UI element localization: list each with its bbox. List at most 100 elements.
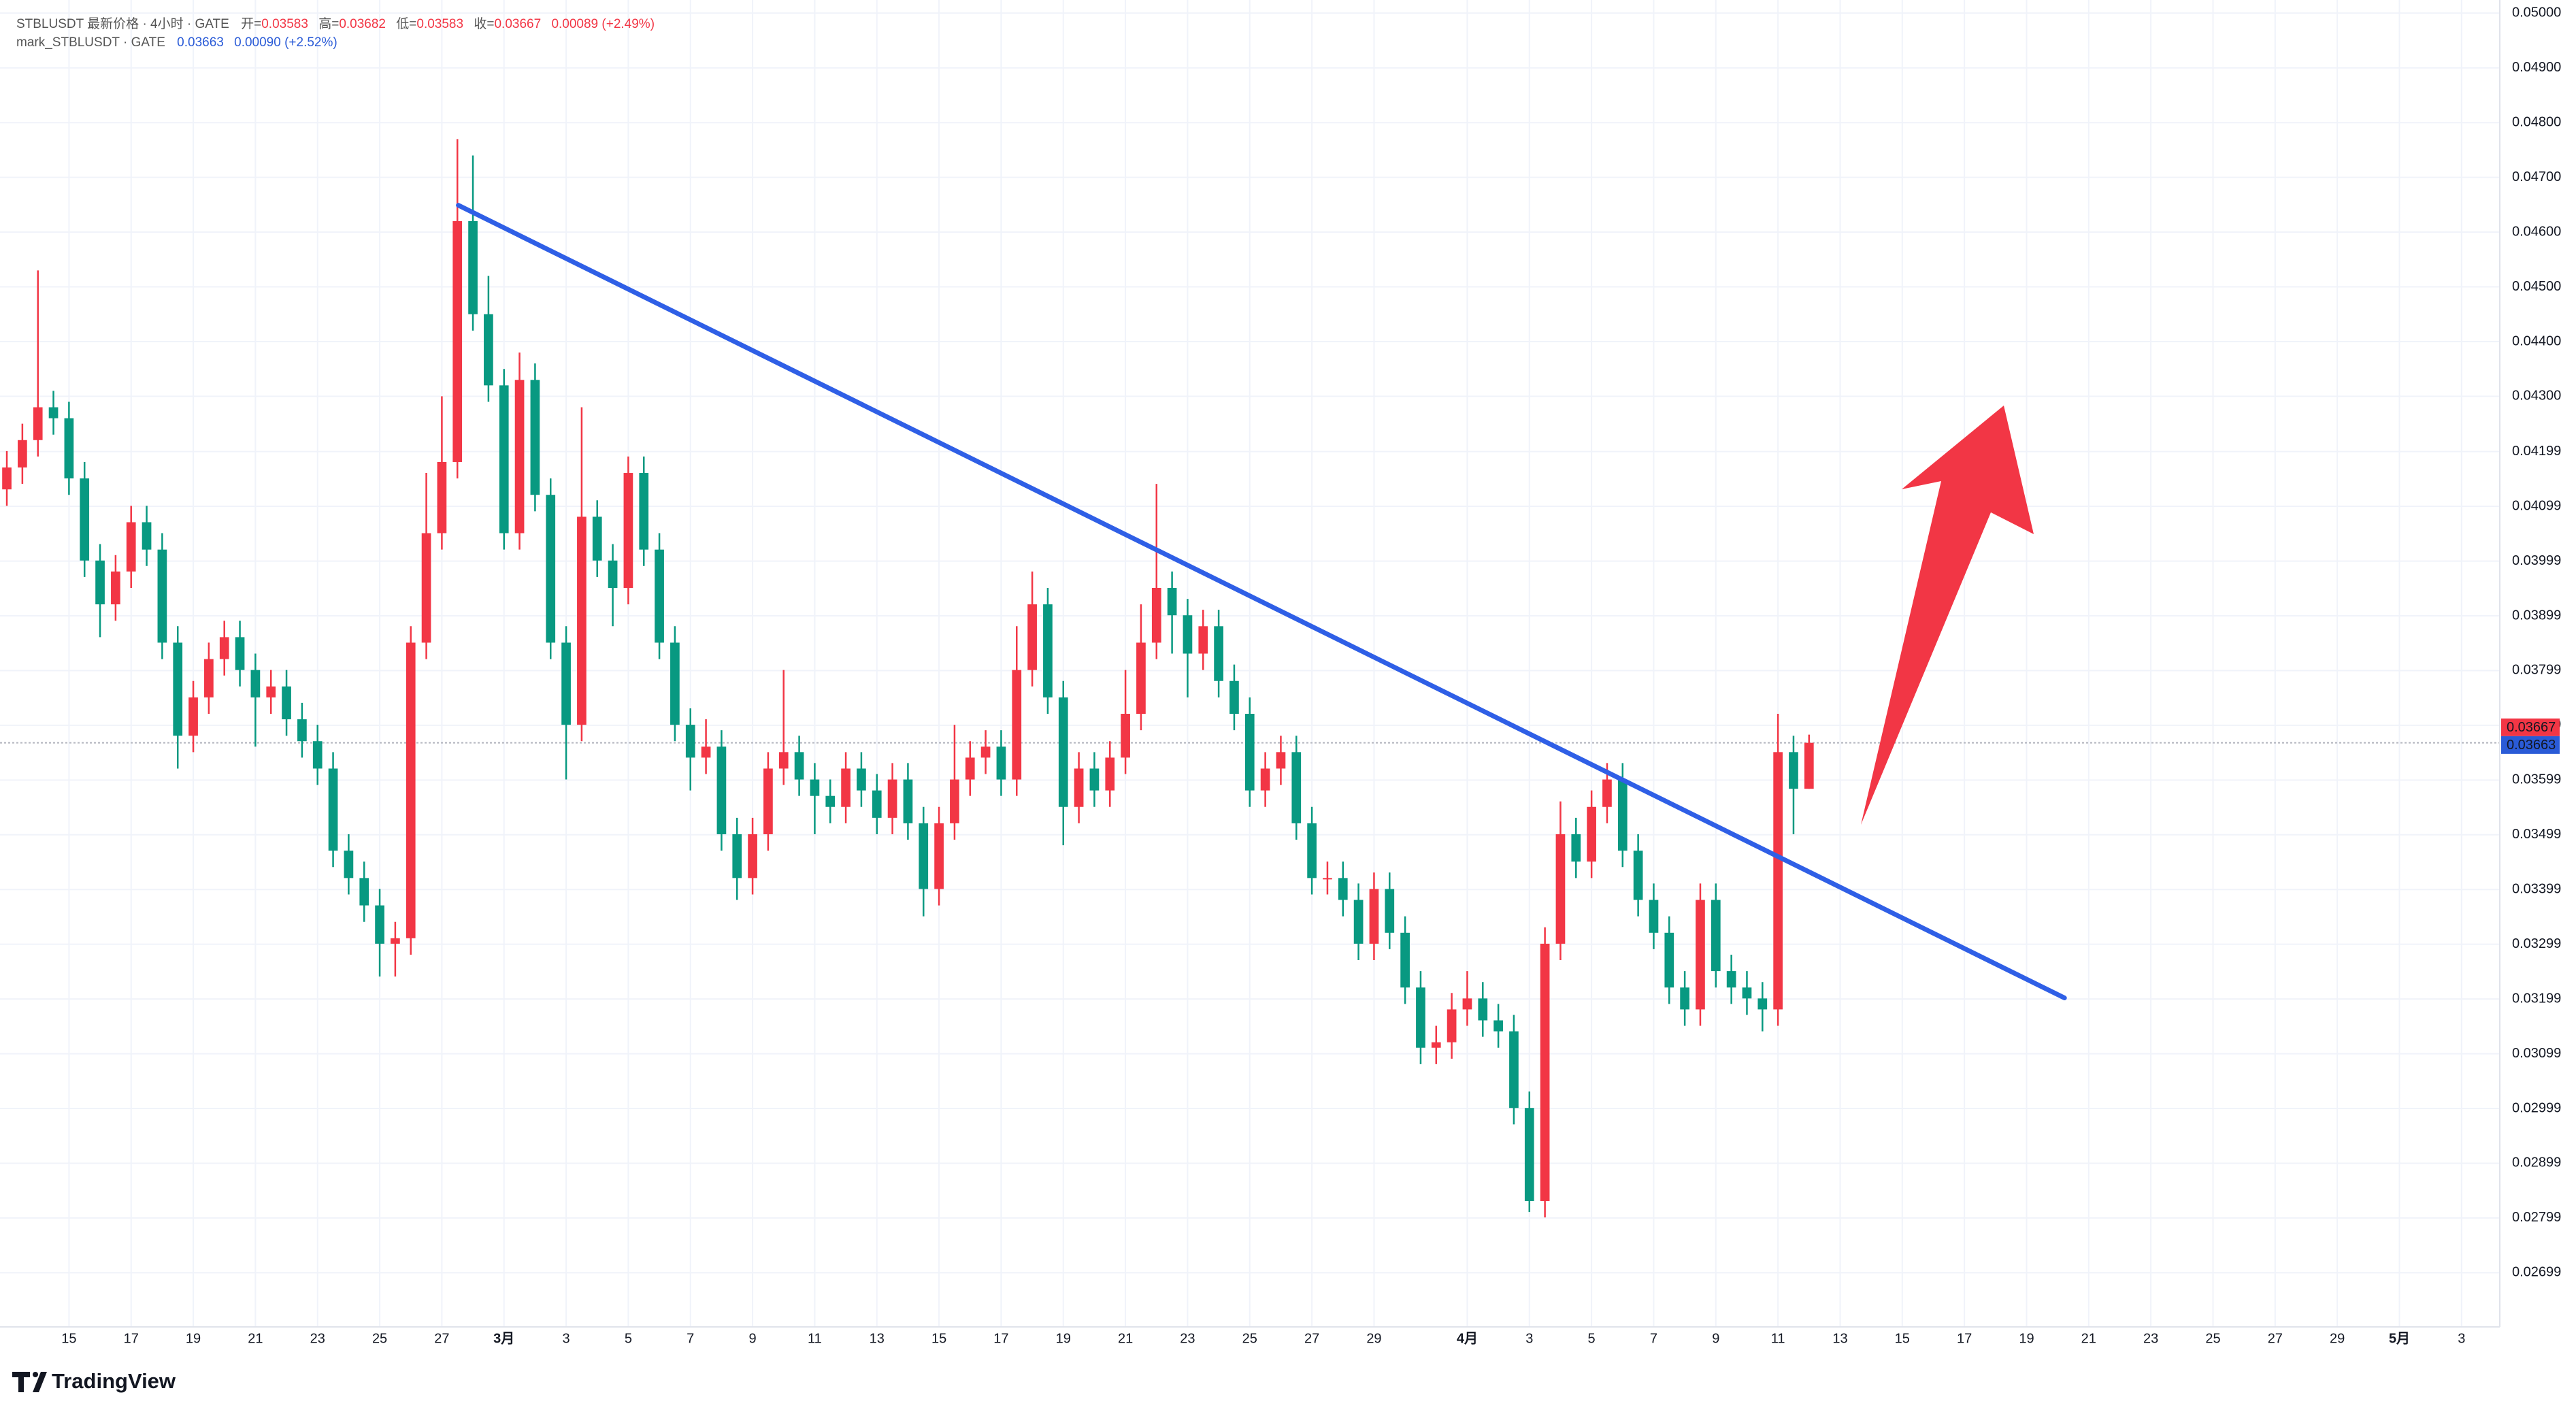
field-label: 开= — [241, 17, 261, 31]
candle-body — [934, 823, 944, 889]
y-tick-label: 0.02799 — [2512, 1210, 2561, 1225]
y-tick-label: 0.04800 — [2512, 114, 2561, 129]
candle-body — [312, 741, 323, 769]
y-tick-label: 0.04099 — [2512, 498, 2561, 513]
candle-body — [297, 719, 307, 742]
x-tick-label: 29 — [2330, 1331, 2345, 1346]
mark-price-label: 0.03663 — [2507, 738, 2556, 753]
candle-body — [763, 768, 773, 834]
axis-layer: 0.05000 0.04900 0.04800 0.04700 0.04600 0.045… — [61, 5, 2561, 1347]
candle-body — [732, 834, 742, 878]
candle-body — [1711, 900, 1721, 972]
candle-body — [1757, 998, 1768, 1010]
y-tick-label: 0.03999 — [2512, 553, 2561, 568]
legend-main: STBLUSDT 最新价格 · 4小时 · GATE 开=0.03583 高=0… — [16, 16, 655, 31]
y-tick-label: 0.03099 — [2512, 1046, 2561, 1061]
last-price-box — [2501, 718, 2560, 736]
candle-body — [250, 670, 261, 697]
x-tick-label: 21 — [248, 1331, 263, 1346]
candle-body — [1602, 779, 1612, 807]
candle-body — [810, 779, 820, 796]
last-price-label: 0.03667 — [2507, 720, 2556, 735]
candle-body — [282, 686, 291, 720]
logo-dot — [33, 1372, 38, 1377]
candle-body — [561, 642, 571, 725]
y-tick-label: 0.05000 — [2512, 5, 2561, 20]
candle-body — [188, 697, 198, 736]
candle-body — [965, 757, 975, 780]
candle-body — [204, 659, 214, 697]
candle-body — [48, 407, 59, 418]
x-tick-label: 23 — [2143, 1331, 2158, 1346]
candle-body — [1307, 823, 1317, 878]
candle-body — [1043, 604, 1053, 697]
candle-body — [794, 752, 804, 780]
x-tick-label: 7 — [1650, 1331, 1657, 1346]
candle-body — [2, 467, 12, 490]
candle-body — [328, 768, 338, 851]
candle-body — [126, 522, 136, 572]
candle-body — [1385, 889, 1395, 933]
x-tick-label: 11 — [808, 1331, 822, 1346]
y-tick-label: 0.04500 — [2512, 279, 2561, 294]
x-tick-label: 13 — [1832, 1331, 1847, 1346]
x-tick-label: 3月 — [493, 1331, 514, 1346]
candle-body — [1121, 714, 1130, 758]
candle-body — [670, 642, 680, 725]
y-tick-label: 0.04300 — [2512, 389, 2561, 404]
candle-body — [950, 779, 959, 823]
y-tick-label: 0.02699 — [2512, 1265, 2561, 1280]
x-tick-label: 23 — [310, 1331, 325, 1346]
candle-body — [1276, 752, 1286, 769]
candle-body — [1369, 889, 1379, 944]
x-tick-label: 21 — [2081, 1331, 2096, 1346]
field-label: 低= — [396, 16, 416, 31]
candle-body — [1773, 752, 1783, 1010]
x-tick-label: 27 — [2268, 1331, 2283, 1346]
candle-body — [1431, 1042, 1441, 1048]
x-tick-label: 3 — [2458, 1331, 2465, 1346]
field-value: 0.03667 — [494, 17, 541, 31]
candle-body — [111, 571, 120, 605]
y-tick-label: 0.03499 — [2512, 827, 2561, 842]
candle-body — [514, 380, 525, 533]
candle-body — [546, 495, 556, 643]
x-tick-label: 5 — [625, 1331, 632, 1346]
candle-body — [452, 221, 463, 462]
candle-body — [1260, 768, 1270, 791]
candle-body — [701, 746, 711, 758]
candle-body — [1524, 1108, 1534, 1201]
candle-body — [887, 779, 897, 818]
x-tick-label: 27 — [434, 1331, 449, 1346]
candle-body — [1058, 697, 1068, 807]
candle-body — [499, 385, 509, 533]
candle-body — [468, 221, 478, 314]
x-tick-label: 23 — [1180, 1331, 1195, 1346]
field-value: 0.03583 — [416, 17, 463, 31]
trend-line — [456, 203, 2067, 1001]
candle-body — [173, 642, 183, 736]
candle-body — [841, 768, 851, 807]
candle-body — [1804, 742, 1814, 789]
change: 0.00089 (+2.49%) — [551, 17, 655, 31]
candle-body — [685, 725, 695, 758]
candle-body — [577, 516, 587, 725]
candle-body — [1742, 987, 1752, 999]
candle-body — [1649, 900, 1659, 933]
candle-body — [219, 637, 229, 659]
candle-body — [825, 795, 836, 807]
y-tick-label: 0.03899 — [2512, 608, 2561, 623]
candle-body — [1229, 680, 1239, 714]
candle-body — [1664, 932, 1674, 988]
candle-body — [266, 686, 276, 697]
candle-body — [530, 380, 540, 495]
candle-body — [1555, 834, 1566, 944]
candle-body — [18, 440, 27, 468]
candle-body — [1027, 604, 1037, 670]
x-tick-label: 13 — [870, 1331, 885, 1346]
candle-body — [1726, 971, 1736, 988]
x-tick-label: 19 — [2019, 1331, 2034, 1346]
y-tick-label: 0.03399 — [2512, 882, 2561, 897]
